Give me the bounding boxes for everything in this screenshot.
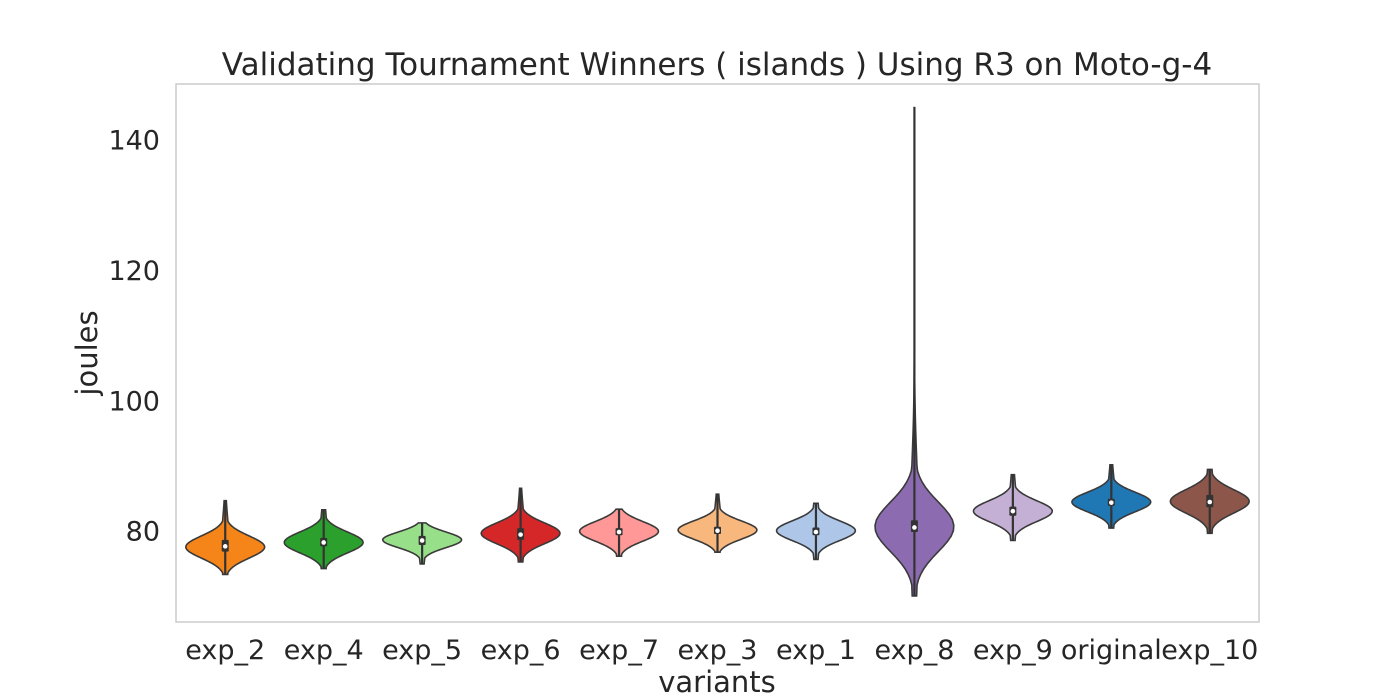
y-axis-label: joules <box>70 310 104 396</box>
median-exp_10 <box>1207 499 1213 505</box>
x-tick-label: exp_9 <box>973 635 1053 666</box>
x-axis-label: variants <box>658 665 776 699</box>
chart-title: Validating Tournament Winners ( islands … <box>222 47 1212 83</box>
x-tick-label: exp_7 <box>579 635 659 666</box>
x-axis-ticks: exp_2 exp_4 exp_5 exp_6 exp_7 exp_3 exp_1 exp_8… <box>185 635 1258 666</box>
x-tick-label: exp_1 <box>776 635 856 666</box>
y-tick-label: 80 <box>126 517 160 548</box>
violins-group <box>185 106 1250 597</box>
x-tick-label: exp_2 <box>185 635 265 666</box>
x-tick-label: exp_10 <box>1161 635 1258 666</box>
median-exp_8 <box>912 525 917 530</box>
median-exp_3 <box>715 528 720 534</box>
y-axis-ticks: 80 100 120 140 <box>108 125 160 547</box>
median-exp_2 <box>222 544 228 549</box>
median-exp_6 <box>518 532 523 537</box>
median-exp_9 <box>1010 508 1016 514</box>
y-tick-label: 140 <box>108 125 160 156</box>
x-tick-label: exp_3 <box>678 635 758 666</box>
y-tick-label: 120 <box>108 256 160 287</box>
median-exp_4 <box>321 540 326 545</box>
median-exp_1 <box>813 529 819 535</box>
x-tick-label: exp_8 <box>874 635 954 666</box>
median-exp_7 <box>616 529 622 535</box>
median-exp_5 <box>419 538 425 543</box>
x-tick-label: original <box>1061 635 1162 666</box>
x-tick-label: exp_4 <box>284 635 364 666</box>
x-tick-label: exp_5 <box>382 635 462 666</box>
y-tick-label: 100 <box>108 386 160 417</box>
median-original <box>1109 500 1114 505</box>
x-tick-label: exp_6 <box>481 635 561 666</box>
